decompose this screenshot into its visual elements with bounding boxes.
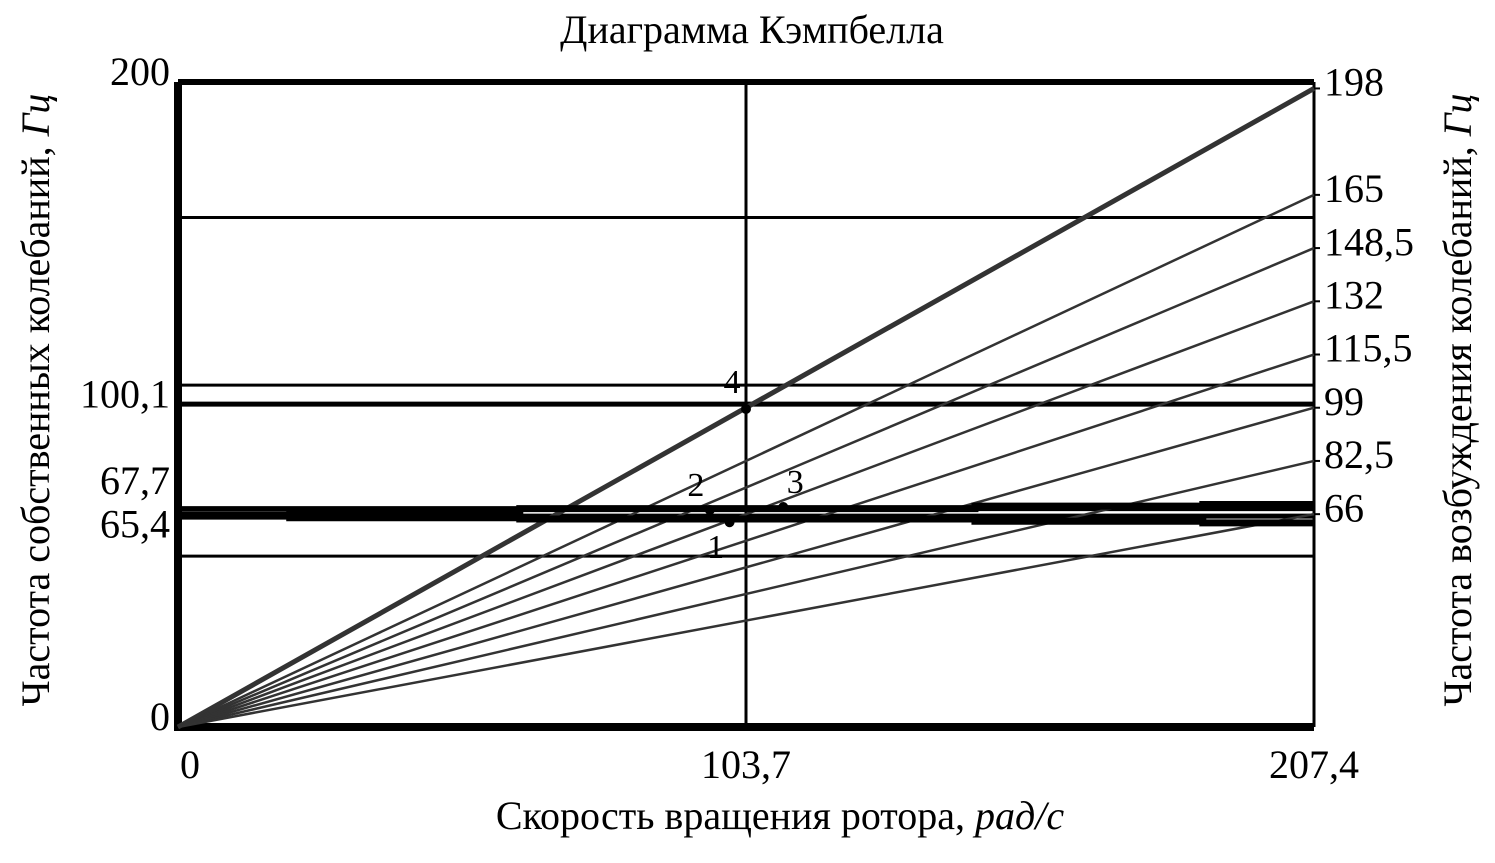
excitation-line [177, 406, 1315, 729]
excitation-line [177, 512, 1315, 729]
y-tick-label: 200 [110, 49, 170, 94]
x-tick-label: 103,7 [701, 742, 791, 787]
y-axis-label: Частота собственных колебаний, Гц [13, 94, 58, 707]
intersection-point [778, 502, 789, 513]
y2-tick-label: 115,5 [1324, 326, 1413, 371]
y2-axis-label-text: Частота возбуждения колебаний, [1435, 136, 1480, 706]
y2-tick-label: 165 [1324, 166, 1384, 211]
intersection-point [741, 404, 751, 415]
natural-frequency-line [178, 512, 1314, 527]
point-label: 4 [724, 364, 741, 401]
intersection-point [724, 517, 735, 528]
excitation-line [177, 300, 1315, 729]
intersection-point [704, 504, 715, 515]
y2-tick-label: 66 [1324, 485, 1364, 530]
y-axis-label-text: Частота собственных колебаний, [13, 136, 58, 706]
point-label: 2 [687, 467, 704, 504]
y2-axis-unit: Гц [1435, 94, 1480, 138]
point-label: 3 [787, 464, 804, 501]
y2-tick-label: 99 [1324, 379, 1364, 424]
y2-tick-label: 148,5 [1324, 219, 1414, 264]
y2-tick-label: 198 [1324, 60, 1384, 105]
chart-title: Диаграмма Кэмпбелла [560, 7, 944, 52]
x-tick-label: 207,4 [1269, 742, 1359, 787]
y-tick-label: 0 [150, 694, 170, 739]
excitation-line [177, 353, 1315, 729]
y-axis-unit: Гц [13, 94, 58, 138]
point-label: 1 [707, 529, 724, 566]
x-tick-label: 0 [180, 742, 200, 787]
x-axis-unit: рад/с [972, 793, 1064, 838]
y-tick-label: 67,7 [100, 458, 170, 503]
y-tick-label: 65,4 [100, 501, 170, 546]
x-axis-label-text: Скорость вращения ротора, [496, 793, 975, 838]
x-axis-label: Скорость вращения ротора, рад/с [496, 793, 1064, 838]
y2-tick-label: 132 [1324, 272, 1384, 317]
y2-tick-label: 82,5 [1324, 432, 1394, 477]
excitation-line [177, 193, 1315, 729]
y2-axis-label: Частота возбуждения колебаний, Гц [1435, 94, 1480, 707]
y-tick-label: 100,1 [80, 371, 170, 416]
excitation-line [177, 246, 1315, 729]
